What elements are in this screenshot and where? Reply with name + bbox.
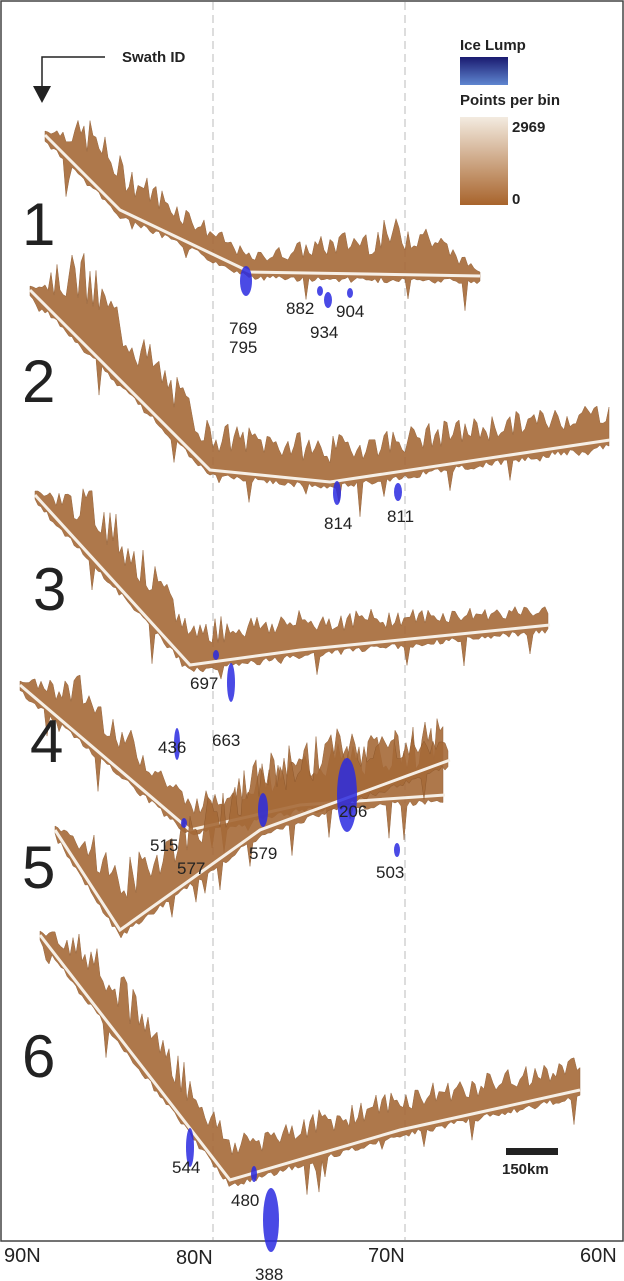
swath-id: 3: [33, 556, 66, 623]
swath-track: [28, 288, 611, 484]
ice-swatch: [460, 57, 508, 85]
legend-ice-lump: Ice Lump: [460, 37, 526, 54]
x-axis-label: 70N: [368, 1245, 405, 1267]
ice-lump: [227, 663, 235, 702]
lump-label: 480: [231, 1191, 259, 1210]
swath-terrain: [39, 930, 581, 1195]
x-axis-label: 90N: [4, 1245, 41, 1267]
ice-lump: [181, 818, 187, 828]
lump-label: 814: [324, 514, 352, 533]
ice-lump: [258, 793, 268, 827]
colorbar: [460, 117, 508, 205]
lump-label: 795: [229, 338, 257, 357]
lump-label: 388: [255, 1265, 283, 1281]
arrow: [41, 56, 105, 100]
colorbar-min: 0: [512, 191, 520, 208]
swath-track: [33, 493, 551, 667]
ice-lump: [333, 481, 341, 505]
lump-label: 904: [336, 302, 364, 321]
lump-label: 503: [376, 863, 404, 882]
swath-id: 5: [22, 834, 55, 901]
ice-lump: [317, 286, 323, 296]
ice-lump: [174, 728, 180, 760]
ice-lump: [240, 266, 252, 296]
ice-lump: [347, 288, 353, 298]
lump-label: 544: [172, 1158, 200, 1177]
swath-id: 1: [22, 191, 55, 258]
lump-label: 436: [158, 738, 186, 757]
legend-points: Points per bin: [460, 92, 560, 109]
lump-label: 579: [249, 844, 277, 863]
lump-label: 663: [212, 731, 240, 750]
lump-label: 206: [339, 802, 367, 821]
frame: [0, 0, 624, 1242]
swath-track: [38, 934, 581, 1182]
lump-label: 577: [177, 859, 205, 878]
ice-lump: [337, 758, 357, 832]
x-axis-label: 60N: [580, 1245, 617, 1267]
swath-terrain: [29, 253, 610, 517]
swath-id: 4: [30, 708, 63, 775]
ice-lump: [324, 292, 332, 308]
colorbar-max: 2969: [512, 119, 545, 136]
ice-lump: [263, 1188, 279, 1252]
swath-terrain: [44, 119, 481, 311]
x-axis-label: 80N: [176, 1247, 213, 1269]
ice-lump: [186, 1128, 194, 1167]
lump-label: 934: [310, 323, 338, 342]
lump-label: 769: [229, 319, 257, 338]
arrow-head: [33, 86, 51, 103]
lump-label: 882: [286, 299, 314, 318]
ice-lump: [394, 483, 402, 501]
scale-bar: [506, 1148, 558, 1155]
swath-terrain: [34, 488, 549, 681]
ice-lump: [251, 1166, 257, 1182]
swath-track: [43, 133, 481, 278]
lump-label: 811: [387, 507, 414, 526]
scale-label: 150km: [502, 1161, 549, 1178]
swath-id: 6: [22, 1023, 55, 1090]
ice-lump: [394, 843, 400, 857]
ice-lump: [213, 650, 219, 660]
swath-id: 2: [22, 348, 55, 415]
swath-id-title: Swath ID: [122, 49, 186, 66]
lump-label: 697: [190, 674, 218, 693]
lump-label: 515: [150, 836, 178, 855]
